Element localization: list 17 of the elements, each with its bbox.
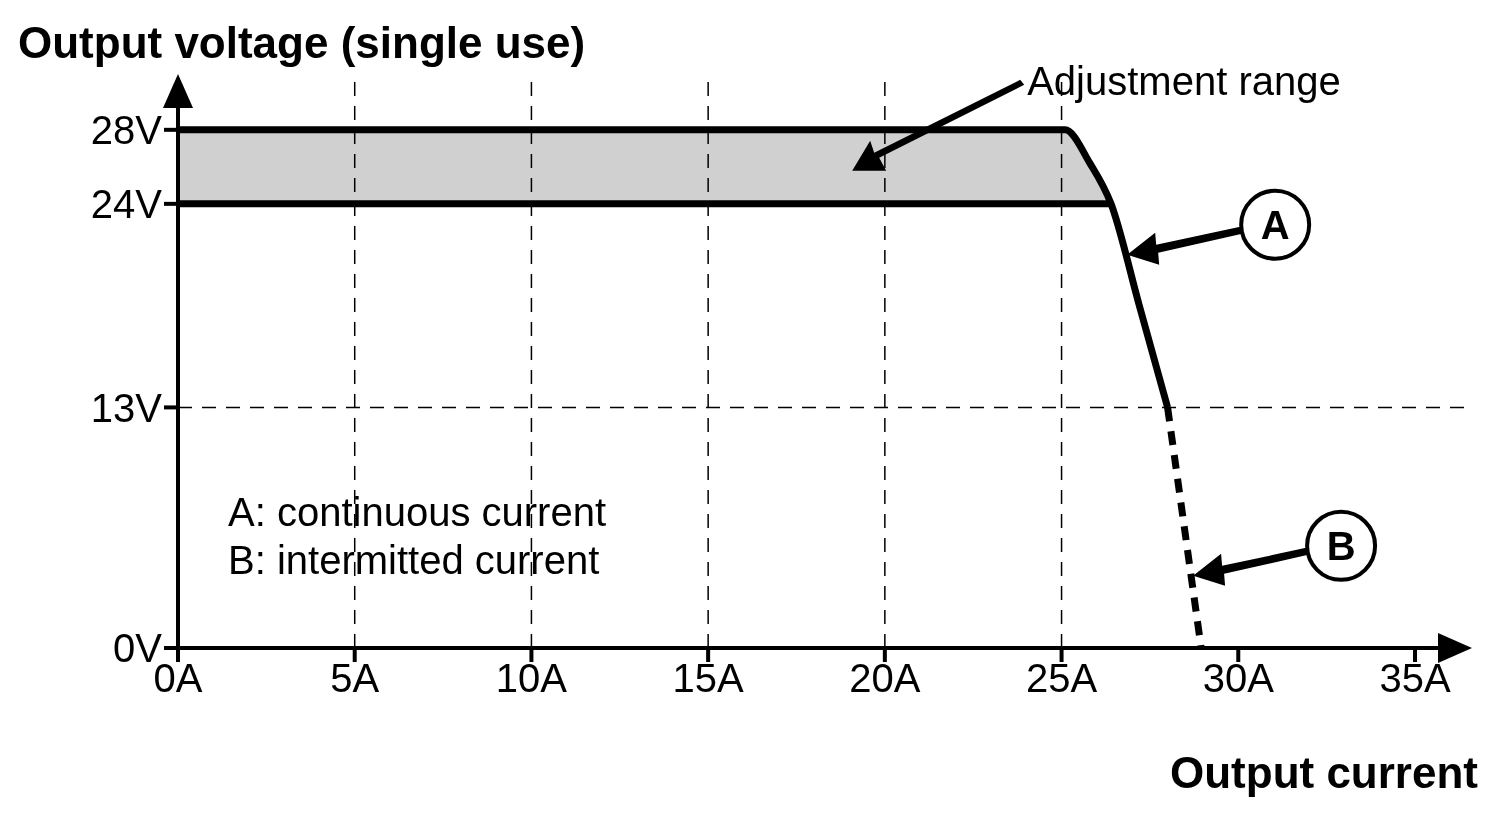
y-tick-label: 13V <box>90 385 163 430</box>
y-tick-label: 24V <box>90 182 163 227</box>
annotation: A: continuous current <box>228 489 606 536</box>
x-tick-label: 5A <box>330 656 380 701</box>
x-tick-label: 35A <box>1379 656 1451 701</box>
annotation: Adjustment range <box>1027 58 1341 103</box>
legend-label: A <box>1260 202 1290 247</box>
y-tick-label: 28V <box>90 108 163 153</box>
y-axis-title: Output voltage (single use) <box>18 18 586 68</box>
x-tick-label: 25A <box>1025 656 1098 701</box>
x-tick-label: 30A <box>1202 656 1275 701</box>
x-tick-label: 20A <box>849 656 921 701</box>
annotation: B: intermitted current <box>228 537 601 584</box>
legend-label: B <box>1326 523 1356 568</box>
x-axis-title: Output current <box>1170 748 1478 798</box>
x-tick-label: 10A <box>495 656 568 701</box>
x-tick-label: 15A <box>672 656 745 701</box>
